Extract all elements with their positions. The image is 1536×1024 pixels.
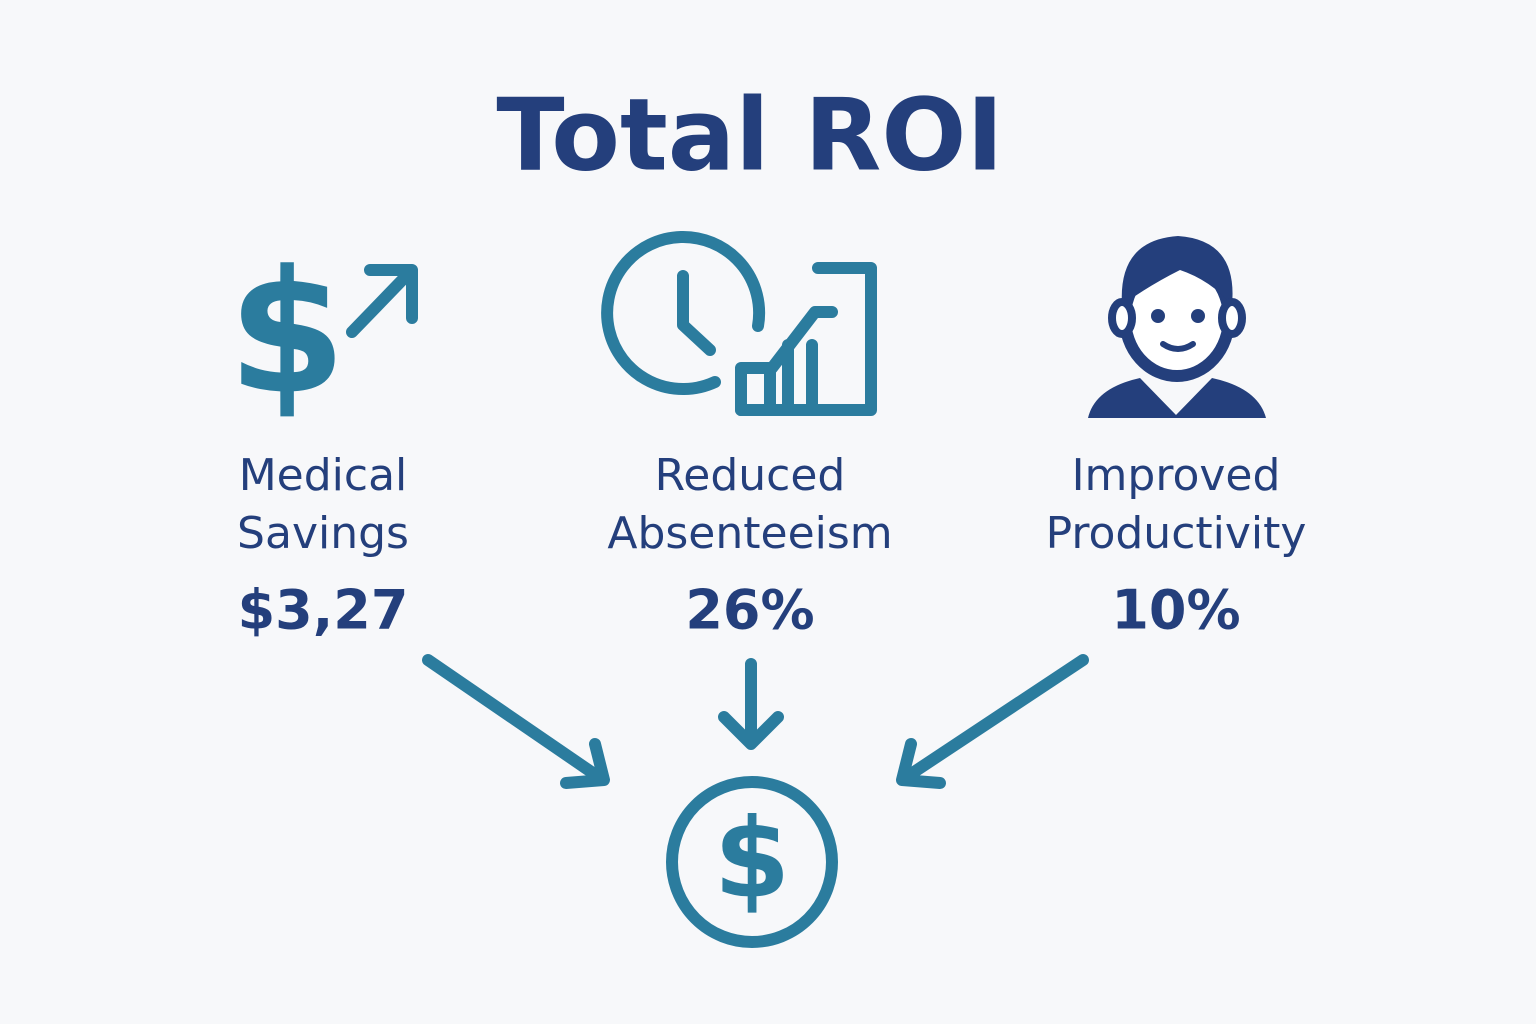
- clock-chart-icon: [601, 231, 877, 416]
- item-label: Improved: [1072, 450, 1281, 501]
- item-value: 10%: [1111, 579, 1240, 642]
- item-value: $3,27: [238, 579, 409, 642]
- items: Medical Savings $3,27 Reduced Absenteeism 26%…: [237, 450, 1306, 642]
- item-label: Productivity: [1046, 508, 1307, 559]
- coin-icon: $: [666, 776, 838, 948]
- title: Total ROI: [496, 76, 1003, 193]
- arrows: [422, 654, 1089, 789]
- dollar-glyph: $: [228, 234, 346, 432]
- item-label: Absenteeism: [607, 508, 892, 559]
- item-label: Reduced: [655, 450, 846, 501]
- item-label: Medical: [239, 450, 408, 501]
- item-value: 26%: [685, 579, 814, 642]
- coin-dollar: $: [714, 794, 791, 922]
- dollar-growth-icon: $: [228, 234, 418, 432]
- person-icon: [1088, 236, 1266, 418]
- item-label: Savings: [237, 508, 409, 559]
